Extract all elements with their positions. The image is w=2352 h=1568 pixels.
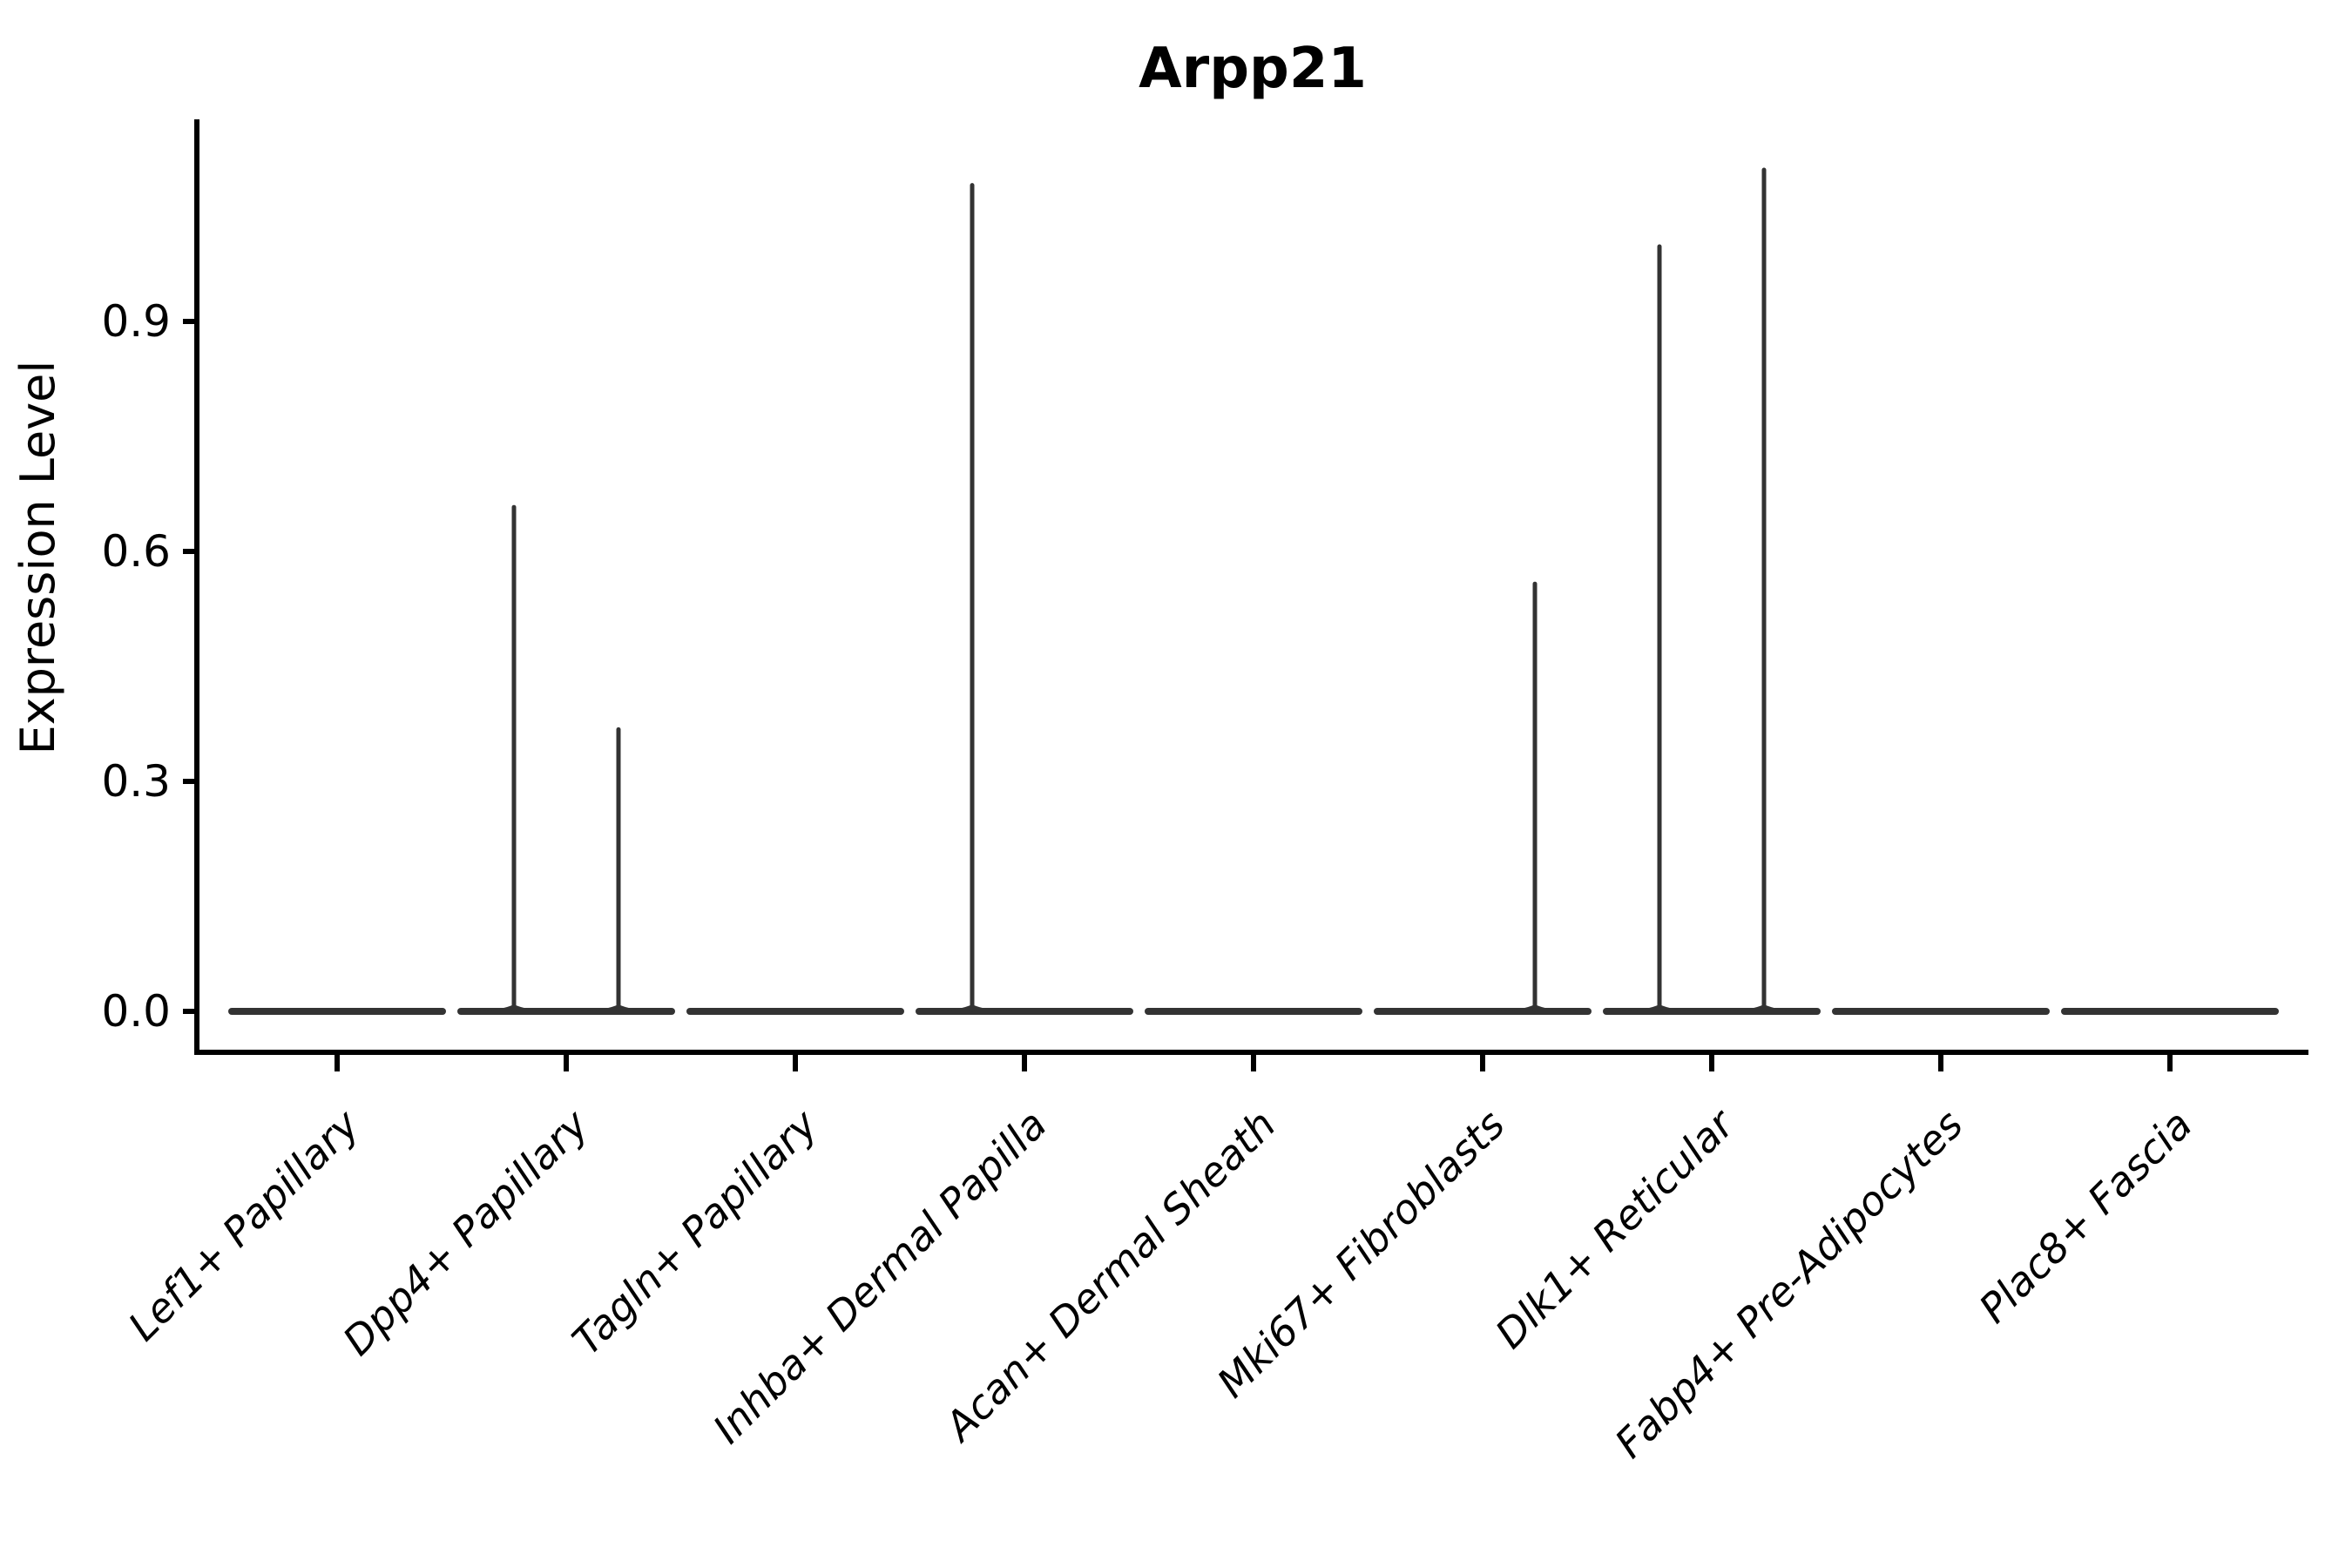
y-tick-label: 0.6 bbox=[101, 526, 171, 577]
x-tick-label: Plac8+ Fascia bbox=[1970, 1101, 2200, 1332]
y-axis-label: Expression Level bbox=[10, 361, 65, 755]
y-tick-label: 0.9 bbox=[101, 296, 171, 347]
x-tick-label: Dpp4+ Papillary bbox=[334, 1100, 598, 1364]
x-tick-label: Tagln+ Papillary bbox=[563, 1100, 827, 1364]
y-axis-ticks: 0.0 0.3 0.6 0.9 bbox=[101, 296, 197, 1037]
y-tick-label: 0.3 bbox=[101, 756, 171, 807]
x-tick-label: Lef1+ Papillary bbox=[119, 1100, 368, 1349]
x-tick-label: Dlk1+ Reticular bbox=[1486, 1098, 1745, 1357]
y-tick-label: 0.0 bbox=[101, 986, 171, 1037]
chart-title: Arpp21 bbox=[1139, 37, 1367, 101]
violins bbox=[228, 167, 2279, 1015]
